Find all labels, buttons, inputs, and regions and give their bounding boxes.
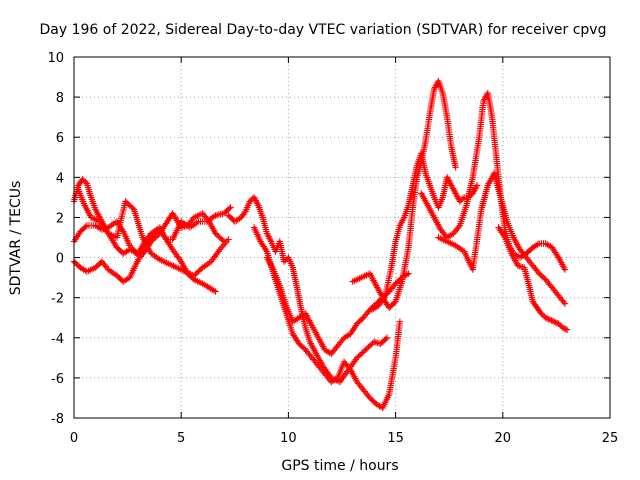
axis-ticks: 0 5 10 15 20 25 -8 -6 -4 -2 0 2 4 6 8 10 [47, 51, 618, 446]
series-track-k [435, 170, 569, 307]
x-tick-label: 10 [280, 431, 297, 446]
y-tick-label: -4 [51, 332, 64, 347]
plus-markers [435, 170, 569, 307]
plus-markers [75, 186, 232, 279]
y-tick-label: 0 [56, 252, 64, 267]
data-marks [70, 77, 571, 412]
y-tick-label: 8 [56, 91, 64, 106]
y-tick-label: 4 [56, 171, 64, 186]
x-tick-label: 5 [177, 431, 185, 446]
plus-markers [368, 150, 481, 313]
plus-markers [250, 224, 404, 412]
plus-markers [418, 89, 569, 273]
x-tick-label: 0 [70, 431, 78, 446]
y-tick-label: 10 [47, 51, 64, 66]
y-axis-label: SDTVAR / TECUs [8, 181, 24, 296]
y-tick-label: 6 [56, 131, 64, 146]
x-axis-label: GPS time / hours [281, 458, 398, 474]
chart-title: Day 196 of 2022, Sidereal Day-to-day VTE… [40, 22, 607, 38]
plot-frame [73, 56, 611, 419]
y-tick-label: -2 [51, 292, 64, 307]
series-track-j [418, 89, 569, 273]
y-tick-label: -8 [51, 412, 64, 427]
x-tick-label: 20 [495, 431, 512, 446]
x-tick-label: 25 [602, 431, 619, 446]
series-track-l [495, 224, 571, 333]
y-tick-label: 2 [56, 211, 64, 226]
series-track-f [250, 224, 404, 412]
series-track-d [75, 186, 232, 279]
y-tick-label: -6 [51, 372, 64, 387]
series-track-i [368, 150, 481, 313]
plus-markers [495, 224, 571, 333]
x-tick-label: 15 [387, 431, 404, 446]
